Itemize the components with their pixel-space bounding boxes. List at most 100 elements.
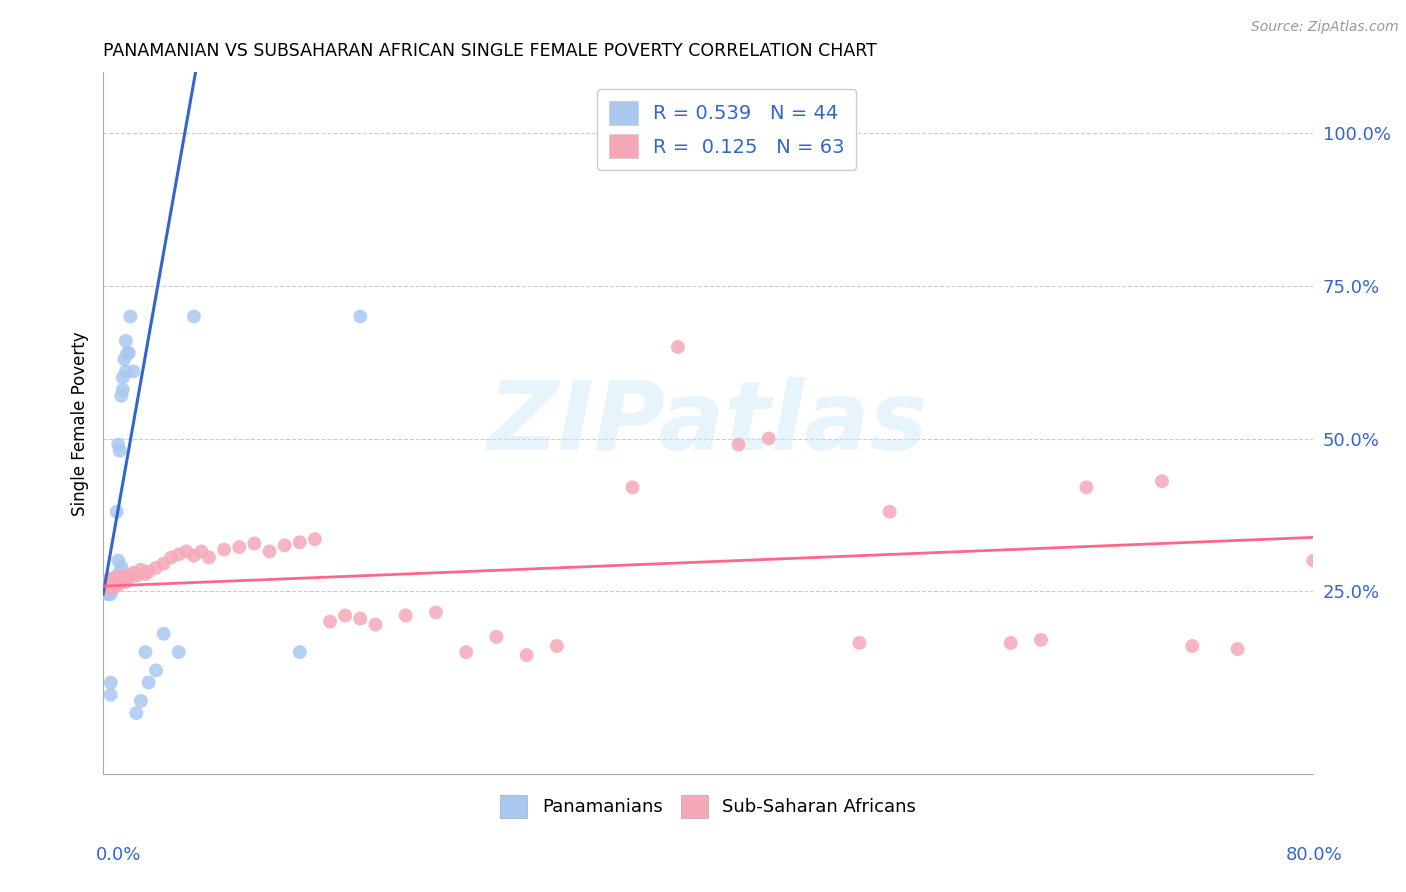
Point bbox=[1226, 642, 1249, 657]
Point bbox=[183, 549, 205, 563]
Point bbox=[758, 432, 780, 446]
Text: 0.0%: 0.0% bbox=[96, 846, 141, 863]
Point bbox=[97, 587, 120, 601]
Point bbox=[364, 617, 387, 632]
Point bbox=[97, 578, 120, 592]
Point bbox=[110, 569, 132, 583]
Point bbox=[485, 630, 508, 644]
Point bbox=[98, 584, 121, 599]
Point bbox=[134, 645, 156, 659]
Point bbox=[122, 364, 145, 378]
Text: PANAMANIAN VS SUBSAHARAN AFRICAN SINGLE FEMALE POVERTY CORRELATION CHART: PANAMANIAN VS SUBSAHARAN AFRICAN SINGLE … bbox=[103, 42, 877, 60]
Point bbox=[100, 688, 122, 702]
Point bbox=[333, 608, 356, 623]
Point bbox=[145, 664, 167, 678]
Point bbox=[103, 578, 125, 592]
Y-axis label: Single Female Poverty: Single Female Poverty bbox=[72, 331, 89, 516]
Point bbox=[100, 581, 122, 595]
Point bbox=[100, 584, 122, 599]
Point bbox=[288, 645, 311, 659]
Point bbox=[349, 310, 371, 324]
Point bbox=[546, 639, 568, 653]
Point bbox=[134, 566, 156, 581]
Point bbox=[114, 574, 136, 589]
Point bbox=[104, 572, 127, 586]
Point bbox=[1029, 632, 1052, 647]
Point bbox=[108, 443, 131, 458]
Point bbox=[111, 383, 134, 397]
Point bbox=[160, 550, 183, 565]
Point bbox=[100, 579, 122, 593]
Point bbox=[100, 576, 122, 591]
Point bbox=[243, 536, 266, 550]
Point bbox=[117, 346, 139, 360]
Text: 80.0%: 80.0% bbox=[1286, 846, 1343, 863]
Point bbox=[727, 437, 749, 451]
Point bbox=[228, 540, 250, 554]
Point bbox=[349, 611, 371, 625]
Legend: Panamanians, Sub-Saharan Africans: Panamanians, Sub-Saharan Africans bbox=[494, 789, 924, 825]
Point bbox=[104, 574, 127, 589]
Point bbox=[100, 587, 122, 601]
Point bbox=[98, 572, 121, 586]
Point bbox=[101, 573, 124, 587]
Point bbox=[98, 587, 121, 601]
Point bbox=[190, 544, 212, 558]
Point bbox=[1076, 480, 1098, 494]
Point bbox=[98, 581, 121, 595]
Point bbox=[129, 563, 152, 577]
Point bbox=[111, 573, 134, 587]
Point bbox=[120, 310, 142, 324]
Point bbox=[110, 389, 132, 403]
Point bbox=[198, 550, 221, 565]
Point bbox=[304, 532, 326, 546]
Point bbox=[183, 310, 205, 324]
Point bbox=[107, 572, 129, 586]
Point bbox=[129, 694, 152, 708]
Point bbox=[111, 370, 134, 384]
Point bbox=[100, 675, 122, 690]
Point bbox=[456, 645, 478, 659]
Point bbox=[176, 544, 198, 558]
Point bbox=[319, 615, 342, 629]
Point bbox=[107, 553, 129, 567]
Point bbox=[103, 579, 125, 593]
Point bbox=[288, 535, 311, 549]
Point bbox=[105, 569, 128, 583]
Point bbox=[108, 566, 131, 580]
Point bbox=[97, 581, 120, 595]
Point bbox=[516, 648, 538, 662]
Point bbox=[1150, 475, 1173, 489]
Point bbox=[104, 572, 127, 586]
Point bbox=[395, 608, 418, 623]
Point bbox=[110, 559, 132, 574]
Point bbox=[118, 346, 141, 360]
Point bbox=[101, 578, 124, 592]
Point bbox=[122, 566, 145, 580]
Point bbox=[152, 557, 174, 571]
Point bbox=[101, 574, 124, 589]
Point bbox=[107, 576, 129, 591]
Point bbox=[879, 505, 901, 519]
Point bbox=[120, 569, 142, 583]
Point bbox=[117, 572, 139, 586]
Point bbox=[138, 675, 160, 690]
Point bbox=[273, 538, 295, 552]
Point bbox=[112, 352, 135, 367]
Point bbox=[125, 569, 148, 583]
Point bbox=[125, 706, 148, 720]
Point bbox=[1181, 639, 1204, 653]
Point bbox=[114, 364, 136, 378]
Point bbox=[112, 571, 135, 585]
Point bbox=[105, 579, 128, 593]
Point bbox=[107, 437, 129, 451]
Point bbox=[848, 636, 870, 650]
Point bbox=[167, 645, 190, 659]
Point bbox=[152, 627, 174, 641]
Point bbox=[105, 505, 128, 519]
Point bbox=[167, 548, 190, 562]
Point bbox=[1302, 553, 1324, 567]
Point bbox=[1000, 636, 1022, 650]
Point bbox=[103, 572, 125, 586]
Point bbox=[145, 561, 167, 575]
